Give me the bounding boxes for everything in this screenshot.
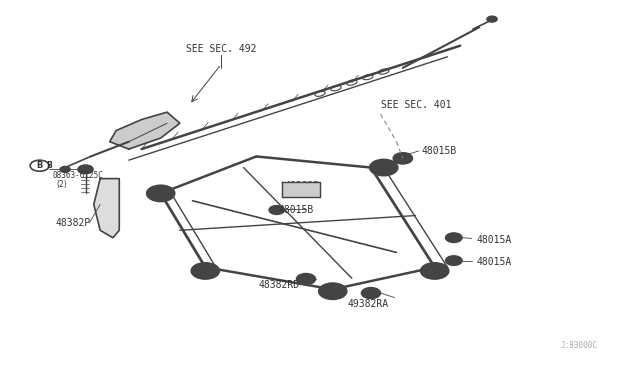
Text: 48382RD: 48382RD <box>258 280 299 290</box>
Circle shape <box>487 16 497 22</box>
Circle shape <box>451 259 457 262</box>
Circle shape <box>394 153 412 164</box>
Circle shape <box>269 206 284 214</box>
Text: 48015A: 48015A <box>476 257 511 267</box>
Circle shape <box>451 236 457 240</box>
Circle shape <box>326 288 339 295</box>
Text: B: B <box>36 161 43 170</box>
Circle shape <box>147 185 175 202</box>
Circle shape <box>154 190 167 197</box>
Circle shape <box>399 156 406 161</box>
Circle shape <box>420 263 449 279</box>
Circle shape <box>199 267 212 275</box>
Circle shape <box>445 233 462 243</box>
Circle shape <box>370 160 397 176</box>
Text: 48382P: 48382P <box>56 218 91 228</box>
Polygon shape <box>109 112 180 149</box>
Circle shape <box>428 267 441 275</box>
Polygon shape <box>94 179 119 238</box>
Circle shape <box>445 256 462 265</box>
Text: 48015B: 48015B <box>422 146 457 156</box>
Circle shape <box>378 164 390 171</box>
Text: J:83000C: J:83000C <box>560 341 597 350</box>
Text: 48382R: 48382R <box>285 181 320 191</box>
Circle shape <box>60 166 70 172</box>
Text: SEE SEC. 492: SEE SEC. 492 <box>186 44 257 54</box>
Text: 49382RA: 49382RA <box>348 299 388 309</box>
Circle shape <box>296 273 316 285</box>
Text: 08363-6125C: 08363-6125C <box>52 171 103 180</box>
Text: 48015B: 48015B <box>278 205 314 215</box>
Circle shape <box>273 208 280 212</box>
Polygon shape <box>282 182 320 197</box>
Text: 48015A: 48015A <box>476 234 511 244</box>
Circle shape <box>319 283 347 299</box>
Circle shape <box>78 165 93 174</box>
Circle shape <box>191 263 220 279</box>
Circle shape <box>362 288 381 299</box>
Text: B: B <box>46 161 52 170</box>
Text: SEE SEC. 401: SEE SEC. 401 <box>381 100 451 110</box>
Text: (2): (2) <box>57 180 68 189</box>
